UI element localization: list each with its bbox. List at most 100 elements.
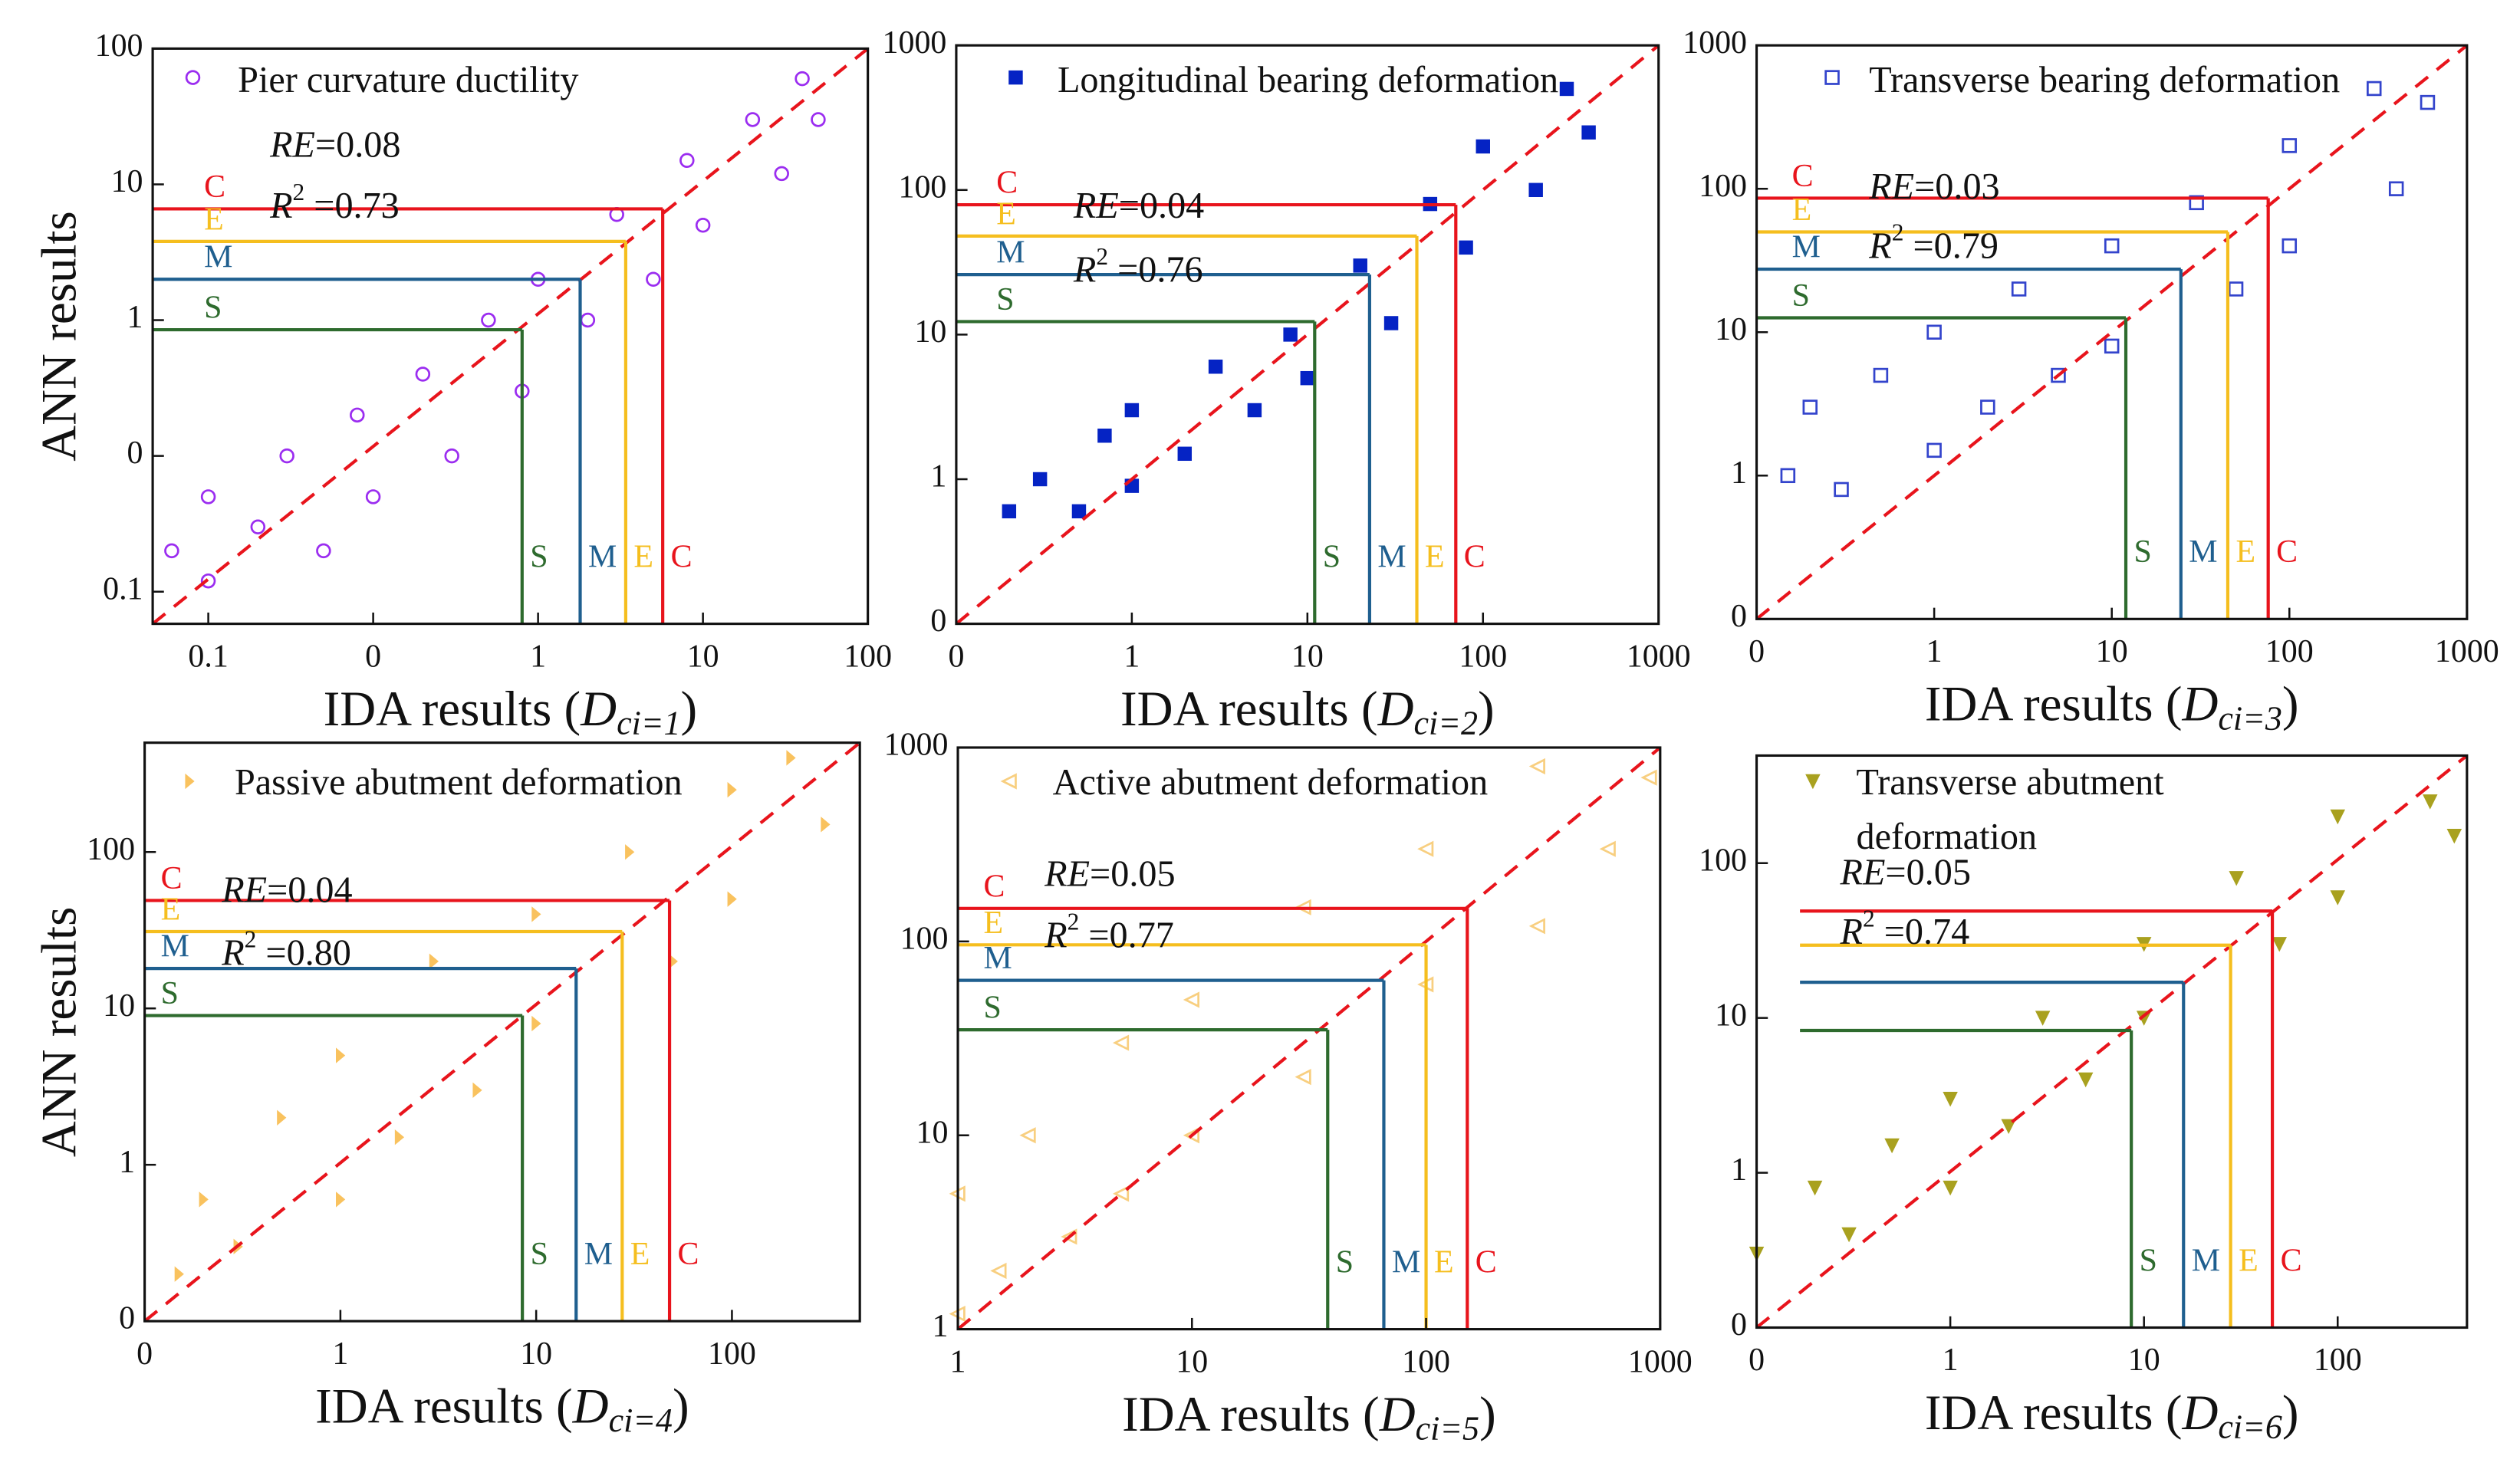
threshold-label: E [161, 892, 181, 927]
threshold-label: S [1336, 1244, 1354, 1280]
point [794, 71, 810, 87]
point [1417, 840, 1434, 857]
plot-frame [956, 746, 1662, 1331]
legend: Active abutment deformation [1053, 762, 1489, 802]
point [174, 1266, 184, 1282]
point [1926, 442, 1942, 458]
threshold-label: M [1377, 539, 1406, 574]
x-axis-label: IDA results (Dci=3) [1925, 677, 2299, 738]
point [1071, 504, 1087, 519]
point [2035, 1011, 2051, 1026]
threshold-label: M [996, 235, 1025, 271]
point [1459, 240, 1473, 255]
annotation: RE=0.03 [1868, 166, 1999, 207]
threshold-label: C [1464, 539, 1485, 574]
threshold-label: S [1323, 539, 1341, 574]
point [1943, 1092, 1958, 1107]
annotation-symbol: R [1840, 912, 1863, 952]
annotation-sup: 2 [1068, 909, 1080, 935]
y-tick-label: 0 [930, 603, 946, 639]
x-label-sub: ci=3 [2218, 700, 2281, 738]
x-tick-label: 1 [530, 639, 546, 674]
x-tick-label: 1000 [1628, 1344, 1693, 1379]
point [1926, 324, 1942, 340]
x-label-sub: ci=4 [609, 1402, 673, 1439]
x-label-text: IDA results ( [1122, 1387, 1380, 1442]
x-tick-label: 1 [950, 1344, 966, 1379]
annotation-text: =0.04 [1119, 186, 1205, 226]
x-tick-label: 0 [948, 639, 964, 674]
y-tick-label: 10 [103, 988, 135, 1024]
x-tick-label: 1 [1123, 639, 1140, 674]
legend: Longitudinal bearing deformation [1057, 60, 1559, 100]
point [472, 1082, 482, 1099]
x-label-sub: ci=6 [2218, 1408, 2281, 1446]
annotation-sup: 2 [293, 179, 305, 205]
point [774, 166, 789, 182]
x-label-close: ) [673, 1379, 689, 1434]
threshold-label: S [161, 976, 179, 1011]
point [1295, 1069, 1311, 1086]
x-label-close: ) [1478, 682, 1495, 737]
point [1300, 370, 1315, 386]
x-tick-label: 0 [137, 1336, 153, 1372]
annotation-symbol: RE [1868, 166, 1914, 207]
y-tick-label: 0 [119, 1301, 135, 1336]
threshold-label: E [2235, 534, 2255, 570]
threshold-label: C [1792, 159, 1814, 194]
annotation-symbol: RE [269, 124, 315, 165]
annotation: R2 =0.79 [1868, 219, 1999, 267]
threshold-label: E [1434, 1244, 1454, 1280]
point [1124, 403, 1140, 418]
point [2330, 890, 2346, 905]
point [679, 153, 695, 169]
point [1183, 991, 1200, 1008]
threshold-label: E [204, 202, 224, 237]
legend-marker [1824, 70, 1840, 85]
x-tick-label: 10 [2128, 1343, 2160, 1378]
point [1802, 399, 1818, 415]
x-tick-label: 1000 [1627, 639, 1691, 674]
x-tick-label: 100 [844, 639, 892, 674]
point [2388, 181, 2404, 196]
point [2228, 281, 2244, 297]
x-tick-label: 0 [1749, 1343, 1765, 1378]
point [1528, 918, 1545, 935]
point [336, 1191, 346, 1208]
annotation-symbol: RE [221, 870, 267, 911]
point [2229, 871, 2244, 886]
y-tick-label: 100 [95, 28, 143, 64]
point [1019, 1127, 1036, 1144]
x-tick-label: 10 [1291, 639, 1324, 674]
x-label-var: D [2181, 1385, 2218, 1441]
threshold-label: E [630, 1237, 650, 1272]
legend-label: Longitudinal bearing deformation [1057, 60, 1559, 100]
x-axis-label: IDA results (Dci=2) [1120, 682, 1495, 742]
point [2078, 1072, 2094, 1088]
y-tick-label: 10 [1715, 312, 1747, 347]
legend: Transverse bearing deformation [1869, 60, 2340, 100]
legend: Transverse abutment deformation [1856, 762, 2163, 857]
annotation-symbol: R [1044, 915, 1067, 955]
point [811, 112, 826, 127]
point [1640, 769, 1657, 786]
point [990, 1262, 1007, 1280]
annotation-text: =0.05 [1885, 853, 1971, 893]
y-tick-label: 1000 [884, 728, 949, 763]
point [350, 407, 365, 423]
point [1943, 1180, 1958, 1196]
point [1032, 472, 1048, 487]
threshold-label: E [2239, 1243, 2258, 1278]
point [2104, 238, 2120, 254]
y-tick-label: 1 [127, 300, 143, 335]
point [415, 366, 431, 382]
reference-line [1755, 754, 2469, 1329]
point [2272, 937, 2287, 952]
y-tick-label: 0 [127, 435, 143, 471]
point [1112, 1034, 1130, 1051]
threshold-label: C [2276, 534, 2298, 570]
reference-line [1755, 44, 2469, 620]
x-tick-label: 1 [332, 1336, 348, 1372]
